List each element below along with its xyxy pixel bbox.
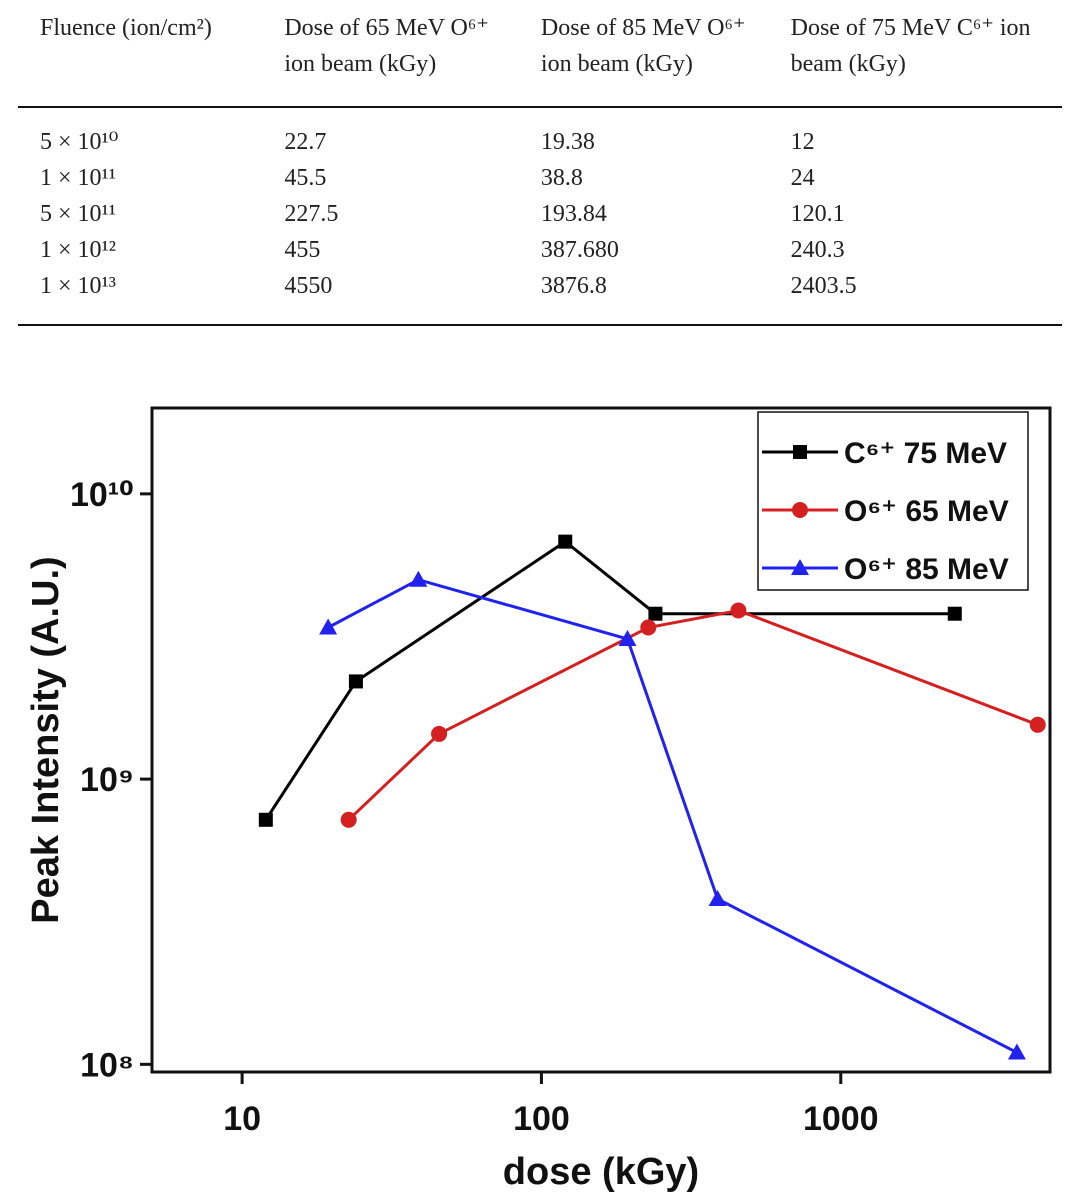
chart: 10 100 1000 10⁸ 10⁹ 10¹⁰ dose (kGy) Peak Intens… <box>25 406 1052 1193</box>
y-tick-label: 10⁹ <box>80 761 134 799</box>
point <box>1029 716 1046 733</box>
x-axis-title: dose (kGy) <box>503 1151 699 1193</box>
point <box>340 811 357 828</box>
table-row: 1 × 10¹³ 4550 3876.8 2403.5 <box>18 268 1062 325</box>
table-row: 1 × 10¹¹ 45.5 38.8 24 <box>18 160 1062 196</box>
plot-frame <box>150 406 1052 1074</box>
point <box>640 619 657 636</box>
table-cell: 1 × 10¹³ <box>40 273 116 299</box>
table-row: 5 × 10¹⁰ 22.7 19.38 12 <box>18 107 1062 160</box>
point <box>431 725 448 742</box>
legend-marker <box>792 502 808 518</box>
table-cell: 38.8 <box>540 165 583 191</box>
table-cell: 5 × 10¹¹ <box>40 201 116 227</box>
table-cell: 5 × 10¹⁰ <box>40 129 119 155</box>
point <box>947 606 962 621</box>
header-cell: Dose of 85 MeV O⁶⁺ ion beam (kGy) <box>518 0 769 108</box>
table-cell: 387.680 <box>540 237 619 263</box>
x-tick-label: 1000 <box>803 1100 879 1138</box>
table-cell: 193.84 <box>540 201 607 227</box>
point <box>708 889 727 906</box>
series-line <box>347 608 1039 821</box>
point <box>730 602 747 619</box>
series-line <box>327 578 1018 1054</box>
x-tick-label: 100 <box>513 1100 570 1138</box>
header-cell: Dose of 65 MeV O⁶⁺ ion beam (kGy) <box>262 0 519 108</box>
table-cell: 455 <box>284 237 321 263</box>
table-body: 5 × 10¹⁰ 22.7 19.38 12 1 × 10¹¹ 45.5 38.8 24 5 ×… <box>18 107 1062 325</box>
header-cell: Dose of 75 MeV C⁶⁺ ion beam (kGy) <box>768 0 1062 108</box>
table-cell: 3876.8 <box>540 273 607 299</box>
table-cell: 24 <box>790 165 815 191</box>
table-cell: 22.7 <box>284 129 327 155</box>
table-cell: 2403.5 <box>790 273 857 299</box>
legend-marker <box>793 445 807 459</box>
x-tick-label: 10 <box>223 1100 261 1138</box>
point <box>319 618 338 635</box>
table-cell: 1 × 10¹¹ <box>40 165 116 191</box>
point <box>648 606 663 621</box>
y-tick-label: 10⁸ <box>80 1046 134 1084</box>
legend: C⁶⁺ 75 MeV O⁶⁺ 65 MeV O⁶⁺ 85 MeV <box>757 411 1029 591</box>
table-cell: 45.5 <box>284 165 327 191</box>
legend-label: O⁶⁺ 85 MeV <box>844 553 1009 586</box>
point <box>618 629 637 646</box>
legend-box <box>757 411 1029 591</box>
dose-table: Fluence (ion/​cm²) Dose of 65 MeV O⁶⁺ ion… <box>18 0 1062 326</box>
table-row: 5 × 10¹¹ 227.5 193.84 120.1 <box>18 196 1062 232</box>
table-cell: 4550 <box>284 273 333 299</box>
point <box>409 570 428 587</box>
legend-label: C⁶⁺ 75 MeV <box>844 437 1007 470</box>
table-cell: 1 × 10¹² <box>40 237 116 263</box>
y-tick-label: 10¹⁰ <box>70 476 134 514</box>
header-cell: Fluence (ion/​cm²) <box>18 0 263 108</box>
table-cell: 227.5 <box>284 201 339 227</box>
header-row: Fluence (ion/​cm²) Dose of 65 MeV O⁶⁺ ion… <box>18 0 1062 108</box>
y-axis-title: Peak Intensity (A.U.) <box>25 556 67 923</box>
legend-marker <box>791 559 809 575</box>
table-cell: 120.1 <box>790 201 845 227</box>
point <box>558 534 573 549</box>
table-cell: 19.38 <box>540 129 595 155</box>
point <box>258 812 273 827</box>
point <box>1007 1043 1026 1060</box>
legend-label: O⁶⁺ 65 MeV <box>844 495 1009 528</box>
table-cell: 12 <box>790 129 815 155</box>
table-row: 1 × 10¹² 455 387.680 240.3 <box>18 232 1062 268</box>
point <box>348 674 363 689</box>
table-cell: 240.3 <box>790 237 845 263</box>
